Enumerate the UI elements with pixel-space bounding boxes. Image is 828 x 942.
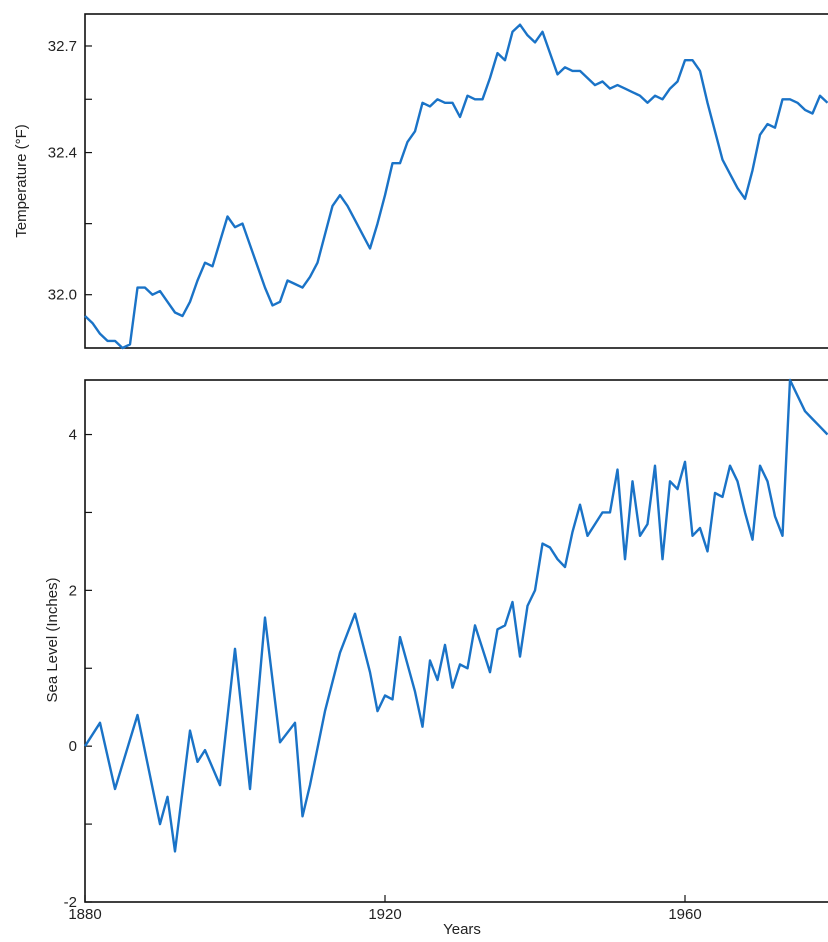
sea-level-y-tick-label: 0 — [69, 738, 77, 755]
temperature-y-tick-label: 32.7 — [48, 38, 77, 55]
sea-level-x-tick-label: 1880 — [68, 906, 101, 923]
sea-level-y-tick-label: -2 — [64, 894, 77, 911]
sea-level-x-axis-label: Years — [443, 921, 481, 938]
sea-level-y-tick-label: 4 — [69, 427, 77, 444]
sea-level-y-tick-labels: -2 0 2 4 — [64, 427, 77, 911]
temperature-y-tick-labels: 32.0 32.4 32.7 — [48, 38, 77, 304]
sea-level-x-tick-label: 1920 — [368, 906, 401, 923]
sea-level-y-tick-label: 2 — [69, 582, 77, 599]
sea-level-x-tick-label: 1960 — [668, 906, 701, 923]
sea-level-plot-frame — [84, 379, 828, 903]
sea-level-y-ticks — [85, 433, 92, 903]
temperature-series-line — [84, 23, 828, 350]
temperature-chart: 32.0 32.4 32.7 Temperature (°F) — [13, 13, 828, 350]
sea-level-x-ticks — [84, 895, 686, 902]
temperature-y-ticks — [85, 45, 92, 296]
temperature-y-tick-label: 32.4 — [48, 145, 77, 162]
sea-level-x-tick-labels: 1880 1920 1960 — [68, 906, 701, 923]
sea-level-y-axis-label: Sea Level (Inches) — [44, 577, 61, 702]
temperature-y-axis-label: Temperature (°F) — [13, 124, 30, 238]
temperature-plot-frame — [84, 13, 828, 349]
sea-level-chart: -2 0 2 4 1880 1920 1960 Sea Level (Inches) Ye… — [44, 378, 828, 938]
sea-level-series-line — [83, 378, 828, 853]
temperature-y-tick-label: 32.0 — [48, 287, 77, 304]
